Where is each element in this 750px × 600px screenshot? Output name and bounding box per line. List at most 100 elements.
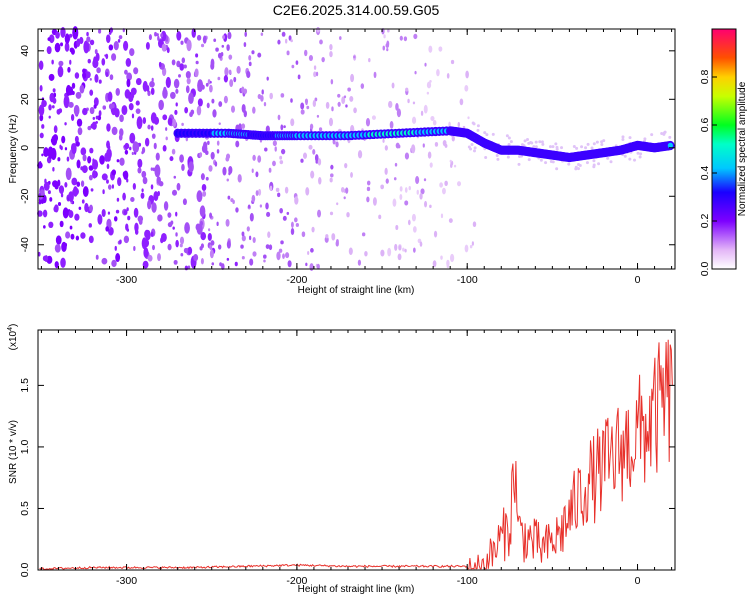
snr-scale-base: (x10 xyxy=(8,330,19,350)
noise-dot xyxy=(412,101,416,105)
noise-dot xyxy=(203,141,208,150)
noise-dot xyxy=(211,262,215,266)
noise-dot xyxy=(83,40,90,54)
noise-dot xyxy=(263,259,266,263)
noise-dot xyxy=(119,157,125,166)
snr-y-tick-label: 1.0 xyxy=(19,439,31,454)
noise-dot xyxy=(384,145,388,151)
noise-dot xyxy=(449,253,455,263)
noise-dot xyxy=(175,211,178,217)
noise-dot xyxy=(255,190,259,196)
noise-dot xyxy=(127,215,131,221)
noise-dot xyxy=(76,181,81,187)
noise-dot xyxy=(155,152,160,161)
noise-dot xyxy=(118,35,123,40)
noise-dot xyxy=(472,149,476,153)
noise-dot xyxy=(636,151,640,155)
noise-dot xyxy=(234,261,238,267)
noise-dot xyxy=(165,76,171,88)
noise-dot xyxy=(411,116,417,124)
noise-dot xyxy=(57,157,61,162)
noise-dot xyxy=(130,197,135,202)
noise-dot xyxy=(64,182,68,188)
noise-dot xyxy=(316,114,320,118)
noise-dot xyxy=(107,184,112,190)
noise-dot xyxy=(428,45,433,53)
noise-dot xyxy=(286,211,290,215)
noise-dot xyxy=(209,249,214,259)
noise-dot xyxy=(606,156,610,160)
noise-dot xyxy=(348,247,353,255)
noise-dot xyxy=(136,116,143,130)
noise-dot xyxy=(263,101,267,107)
noise-dot xyxy=(423,104,428,114)
noise-dot xyxy=(44,255,49,262)
noise-dot xyxy=(47,190,51,195)
noise-dot xyxy=(158,61,162,68)
noise-dot xyxy=(265,125,270,133)
noise-dot xyxy=(416,189,419,195)
noise-dot xyxy=(345,104,348,108)
noise-dot xyxy=(179,243,183,248)
noise-dot xyxy=(70,48,75,55)
noise-dot xyxy=(200,243,204,249)
spectrogram-x-tick-label: -300 xyxy=(116,274,137,286)
noise-dot xyxy=(439,182,443,188)
noise-dot xyxy=(95,115,99,120)
noise-dot xyxy=(246,70,251,79)
noise-dot xyxy=(104,152,109,162)
noise-dot xyxy=(353,107,357,114)
noise-dot xyxy=(391,82,395,89)
snr-series-line xyxy=(39,339,673,571)
noise-dot xyxy=(308,54,314,62)
noise-dot xyxy=(108,44,114,51)
noise-dot xyxy=(319,39,323,45)
noise-dot xyxy=(464,85,469,92)
noise-dot xyxy=(70,113,75,121)
noise-dot xyxy=(52,88,56,93)
noise-dot xyxy=(200,232,207,241)
noise-dot xyxy=(156,33,159,37)
noise-dot xyxy=(277,39,281,45)
noise-dot xyxy=(171,118,177,127)
noise-dot xyxy=(507,143,511,147)
noise-dot xyxy=(42,209,48,218)
noise-dot xyxy=(252,237,256,244)
noise-dot xyxy=(88,223,92,228)
noise-dot xyxy=(151,77,154,82)
noise-dot xyxy=(446,73,450,79)
noise-dot xyxy=(165,136,168,141)
noise-dot xyxy=(151,202,157,213)
noise-dot xyxy=(53,92,57,98)
noise-dot xyxy=(248,235,252,241)
noise-dot xyxy=(440,255,443,260)
noise-dot xyxy=(106,140,110,149)
noise-dot xyxy=(205,176,209,181)
noise-dot xyxy=(567,162,571,166)
noise-dot xyxy=(300,102,305,110)
noise-dot xyxy=(129,146,132,151)
noise-dot xyxy=(124,69,128,75)
noise-dot xyxy=(643,137,647,141)
noise-dot xyxy=(180,252,184,257)
noise-dot xyxy=(302,152,308,159)
noise-dot xyxy=(609,160,613,164)
noise-dot xyxy=(52,180,58,188)
noise-dot xyxy=(89,78,92,81)
noise-dot xyxy=(404,152,410,160)
noise-dot xyxy=(366,186,371,192)
noise-dot xyxy=(196,105,202,116)
noise-dot xyxy=(175,232,178,237)
noise-dot xyxy=(223,95,228,104)
noise-dot xyxy=(424,62,427,67)
noise-dot xyxy=(181,57,186,64)
noise-dot xyxy=(279,160,284,165)
noise-dot xyxy=(469,244,473,249)
noise-dot xyxy=(63,95,70,109)
noise-dot xyxy=(150,125,154,131)
spectrogram-marks xyxy=(37,26,675,272)
noise-dot xyxy=(65,167,72,181)
noise-dot xyxy=(79,84,85,94)
colorbar-ticks: 0.0 0.2 0.4 0.6 0.8 xyxy=(699,28,737,276)
noise-dot xyxy=(49,92,55,103)
